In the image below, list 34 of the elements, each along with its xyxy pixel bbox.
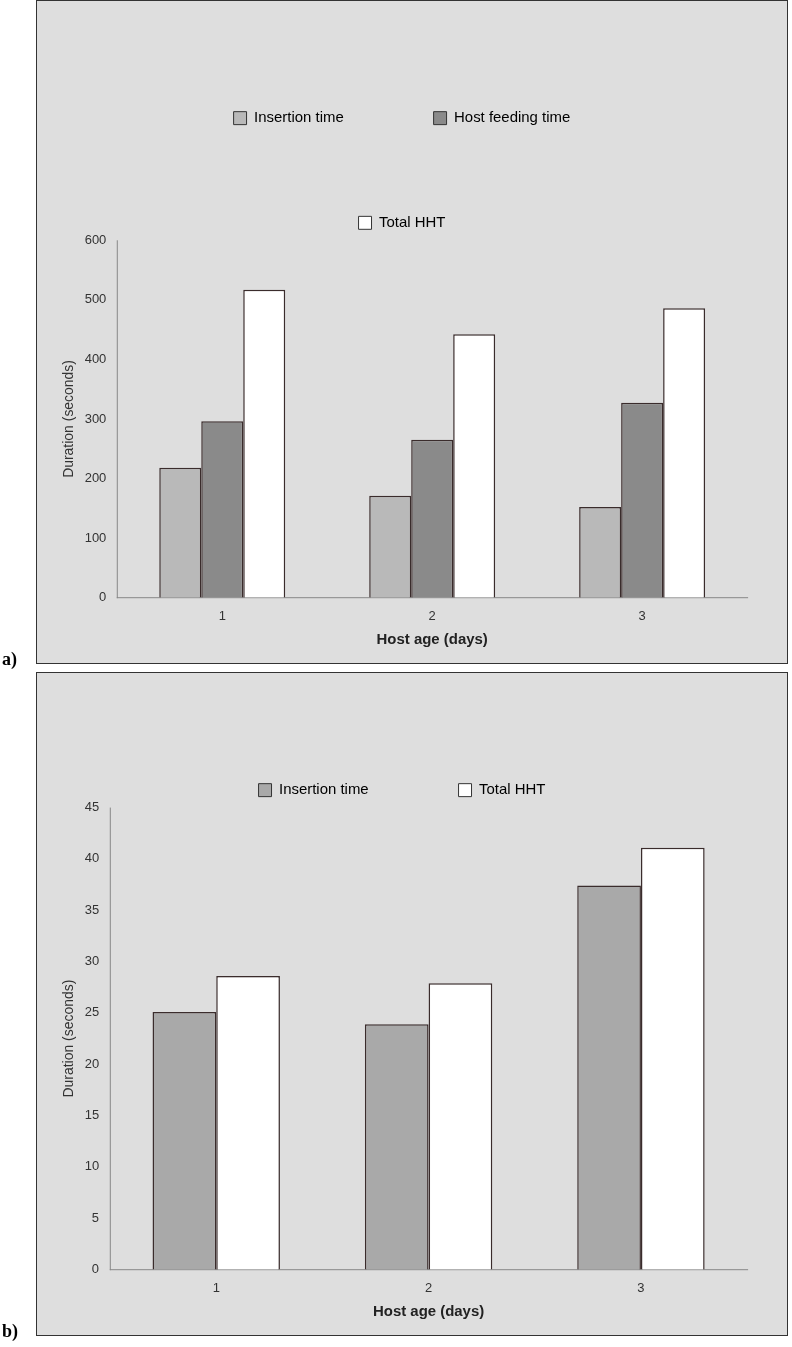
legend-label: Insertion time: [279, 780, 369, 798]
y-tick-label: 25: [84, 1004, 100, 1020]
y-tick-label: 0: [91, 1261, 100, 1277]
x-tick-label: 3: [638, 607, 646, 623]
y-axis-title: Duration (seconds): [60, 979, 77, 1098]
y-tick-label: 600: [84, 231, 107, 247]
x-axis-title: Host age (days): [376, 630, 488, 648]
x-tick-label: 1: [212, 1279, 220, 1295]
x-tick-label: 3: [637, 1279, 645, 1295]
y-tick-label: 5: [91, 1209, 100, 1225]
y-tick-label: 30: [84, 953, 100, 969]
legend-label: Total HHT: [479, 780, 546, 798]
y-tick-label: 20: [84, 1055, 100, 1071]
y-tick-label: 100: [84, 529, 107, 545]
y-tick-label: 10: [84, 1158, 100, 1174]
text: a): [2, 649, 17, 670]
legend-label: Host feeding time: [454, 108, 571, 126]
y-tick-label: 0: [99, 589, 107, 605]
y-tick-label: 300: [84, 410, 107, 426]
y-tick-label: 500: [84, 291, 107, 307]
y-tick-label: 45: [84, 799, 100, 815]
legend-label: Total HHT: [379, 212, 446, 230]
x-tick-label: 2: [424, 1279, 433, 1295]
text: b): [2, 1321, 19, 1342]
y-tick-label: 400: [84, 350, 107, 366]
y-tick-label: 15: [84, 1107, 100, 1123]
y-axis-title: Duration (seconds): [60, 360, 77, 478]
x-tick-label: 1: [218, 607, 226, 623]
y-tick-label: 200: [84, 470, 107, 486]
x-axis-title: Host age (days): [372, 1302, 485, 1320]
y-tick-label: 40: [84, 850, 100, 866]
legend-label: Insertion time: [254, 108, 344, 126]
x-tick-label: 2: [428, 607, 436, 623]
y-tick-label: 35: [84, 901, 100, 917]
